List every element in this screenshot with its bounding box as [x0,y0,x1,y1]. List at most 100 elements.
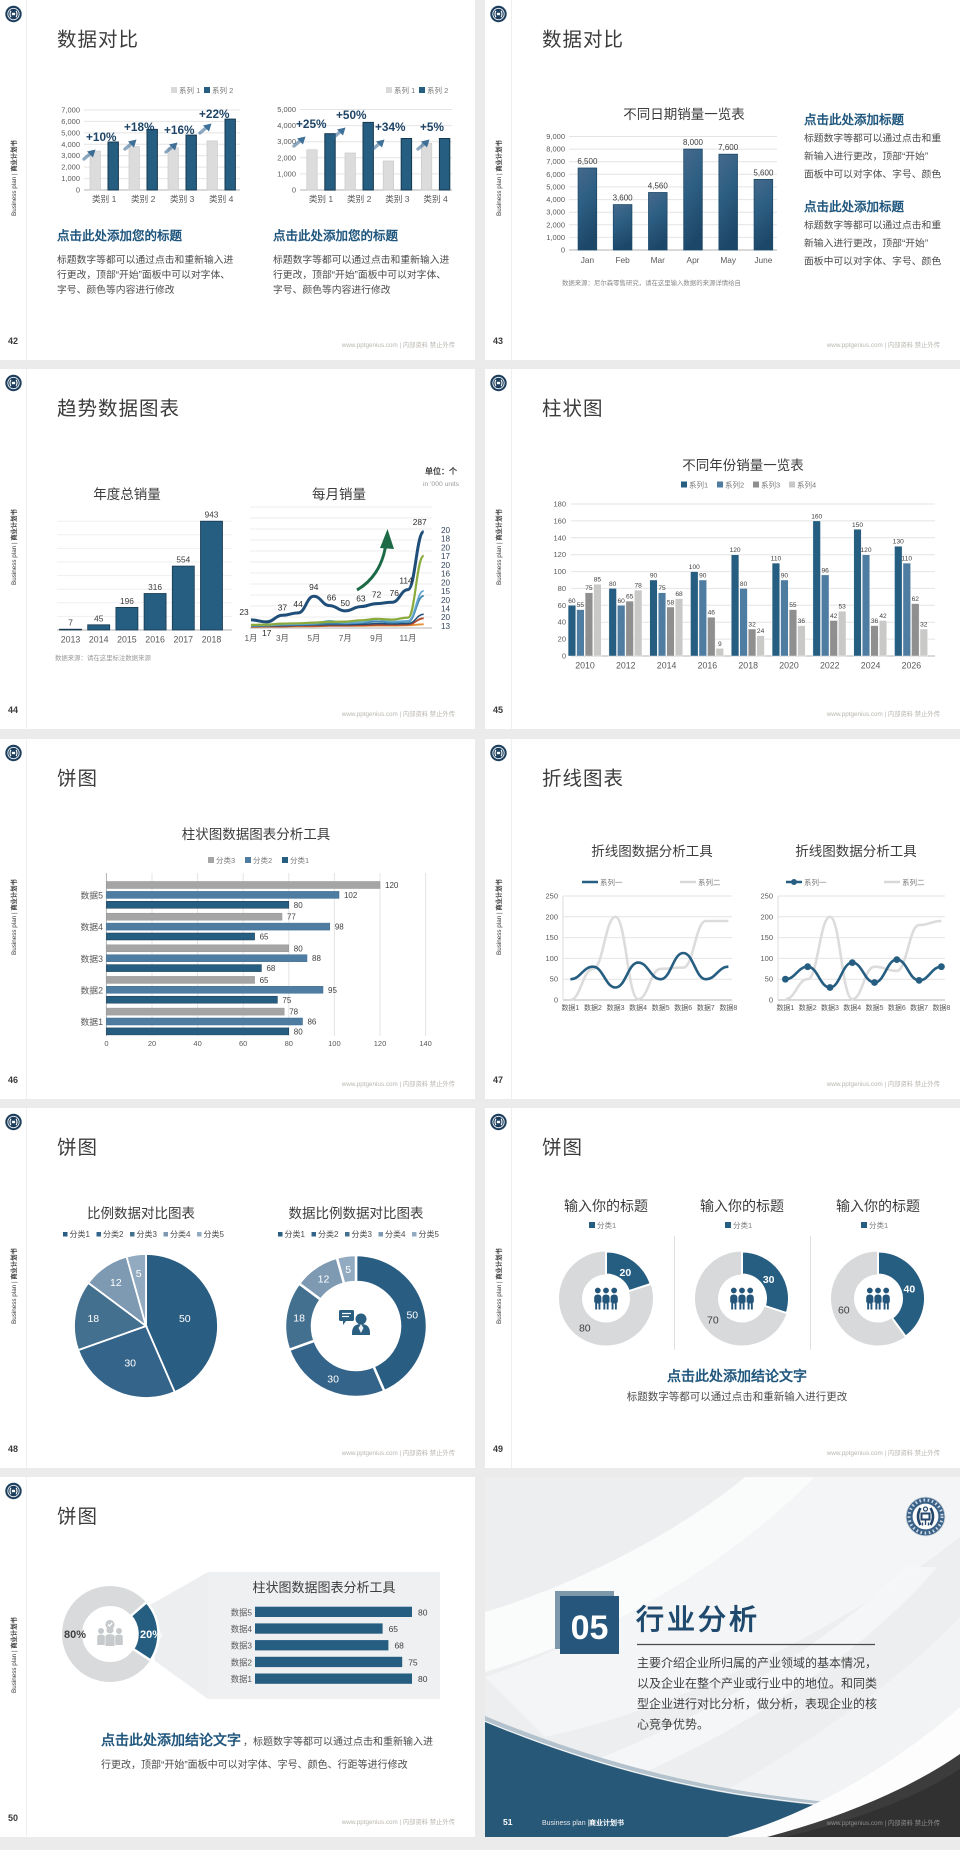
svg-text:68: 68 [266,964,275,973]
svg-text:Mar: Mar [651,255,666,265]
svg-text:系列二: 系列二 [698,877,721,887]
svg-text:7: 7 [68,618,73,628]
svg-text:42: 42 [8,336,18,346]
svg-text:标题数字等都可以通过点击和重新输入进: 标题数字等都可以通过点击和重新输入进 [57,253,234,266]
svg-text:数据5: 数据5 [81,890,104,901]
svg-text:分类2: 分类2 [103,1229,124,1239]
svg-text:数据6: 数据6 [674,1003,692,1012]
svg-text:比例数据对比图表: 比例数据对比图表 [87,1206,195,1221]
svg-text:100: 100 [689,564,700,571]
svg-text:Business plan | 商业计划书: Business plan | 商业计划书 [494,508,503,585]
svg-text:点击此处添加标题: 点击此处添加标题 [804,112,905,127]
svg-text:100: 100 [328,1039,341,1048]
svg-text:面板中可以对字体、字号、颜色: 面板中可以对字体、字号、颜色 [804,168,941,181]
svg-text:年度总销量: 年度总销量 [93,487,161,502]
svg-text:分类2: 分类2 [318,1229,339,1239]
svg-text:1,000: 1,000 [277,169,296,178]
svg-text:分类1: 分类1 [290,855,309,865]
svg-text:20: 20 [620,1267,632,1279]
svg-text:32: 32 [920,621,928,628]
svg-text:65: 65 [260,932,269,941]
svg-text:系列 2: 系列 2 [427,85,448,95]
svg-text:数据1: 数据1 [81,1016,104,1027]
svg-text:68: 68 [394,1641,404,1651]
svg-text:输入你的标题: 输入你的标题 [564,1198,648,1214]
svg-text:in '000 units: in '000 units [423,481,460,488]
svg-text:65: 65 [260,976,269,985]
svg-text:11月: 11月 [400,633,417,643]
svg-text:130: 130 [893,539,904,546]
svg-text:3,000: 3,000 [277,137,296,146]
svg-text:系列 2: 系列 2 [212,85,233,95]
svg-text:60: 60 [838,1305,850,1317]
svg-text:+22%: +22% [199,107,230,121]
svg-text:1月: 1月 [245,633,258,643]
svg-text:2016: 2016 [698,661,718,671]
svg-text:www.pptgenius.com | 内部资料 禁止外传: www.pptgenius.com | 内部资料 禁止外传 [341,1079,455,1088]
svg-text:分类3: 分类3 [216,855,235,865]
svg-text:250: 250 [760,892,773,901]
svg-text:2016: 2016 [145,635,165,645]
svg-text:分类3: 分类3 [352,1229,373,1239]
svg-text:95: 95 [328,986,337,995]
svg-text:15: 15 [441,587,451,596]
svg-text:数据2: 数据2 [81,984,104,995]
svg-text:分类5: 分类5 [419,1229,440,1239]
svg-text:23: 23 [239,607,249,617]
svg-text:180: 180 [553,500,566,509]
svg-text:分类4: 分类4 [170,1229,191,1239]
svg-text:新输入进行更改，顶部“开始”: 新输入进行更改，顶部“开始” [804,237,928,250]
svg-text:数据5: 数据5 [652,1003,670,1012]
svg-text:50: 50 [406,1309,418,1321]
svg-text:6,000: 6,000 [546,170,565,179]
svg-text:数据7: 数据7 [910,1003,928,1012]
svg-text:3,000: 3,000 [61,151,80,160]
svg-text:63: 63 [356,594,366,604]
svg-text:数据2: 数据2 [231,1657,253,1667]
svg-text:2014: 2014 [657,661,677,671]
svg-text:287: 287 [413,517,427,527]
svg-text:趋势数据图表: 趋势数据图表 [57,398,180,420]
svg-text:45: 45 [493,705,503,715]
svg-text:类别 3: 类别 3 [170,193,195,204]
svg-text:2022: 2022 [820,661,840,671]
svg-text:110: 110 [771,556,782,563]
svg-text:46: 46 [8,1075,18,1085]
svg-text:2020: 2020 [779,661,799,671]
svg-text:2,000: 2,000 [277,153,296,162]
svg-text:0: 0 [292,186,296,195]
svg-text:类别 2: 类别 2 [347,193,372,204]
svg-text:7,600: 7,600 [718,143,739,152]
svg-text:2014: 2014 [89,635,109,645]
svg-text:17: 17 [262,628,272,638]
svg-text:120: 120 [553,550,566,559]
svg-text:行更改，顶部“开始”面板中可以对字体、字号、颜色、行距等进行: 行更改，顶部“开始”面板中可以对字体、字号、颜色、行距等进行修改 [101,1758,408,1771]
svg-text:62: 62 [912,596,920,603]
svg-text:40: 40 [193,1039,201,1048]
svg-text:76: 76 [390,588,400,598]
svg-text:数据8: 数据8 [932,1003,950,1012]
svg-text:120: 120 [385,881,399,890]
svg-text:系列一: 系列一 [804,877,827,887]
svg-text:55: 55 [577,602,585,609]
svg-text:数据4: 数据4 [231,1624,253,1634]
svg-text:72: 72 [372,590,382,600]
svg-text:8,000: 8,000 [546,145,565,154]
svg-text:点击此处添加您的标题: 点击此处添加您的标题 [57,228,183,243]
svg-text:系列一: 系列一 [600,877,623,887]
svg-text:类别 4: 类别 4 [423,193,448,204]
svg-text:66: 66 [327,593,337,603]
svg-text:分类1: 分类1 [597,1220,616,1230]
svg-text:Feb: Feb [615,255,630,265]
svg-text:12: 12 [318,1274,330,1286]
svg-text:柱状图数据图表分析工具: 柱状图数据图表分析工具 [182,827,331,842]
svg-text:20%: 20% [140,1629,162,1641]
svg-text:98: 98 [335,923,344,932]
svg-text:点击此处添加您的标题: 点击此处添加您的标题 [273,228,399,243]
svg-text:数据1: 数据1 [231,1674,253,1684]
svg-text:75: 75 [408,1657,418,1667]
svg-text:数据2: 数据2 [799,1003,817,1012]
svg-text:+34%: +34% [375,120,406,134]
svg-text:80: 80 [294,901,303,910]
svg-text:柱状图: 柱状图 [542,398,604,420]
